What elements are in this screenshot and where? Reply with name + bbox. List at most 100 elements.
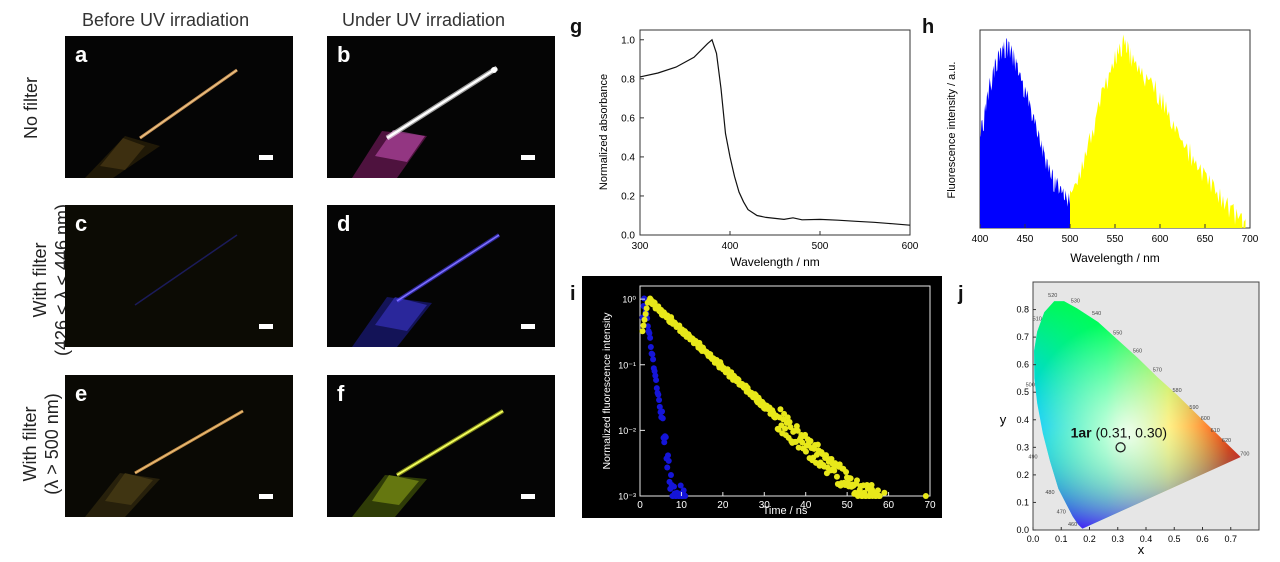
- spectrum-yellow: [1070, 34, 1246, 228]
- x-tick-label: 0.7: [1224, 534, 1237, 544]
- y-tick-label: 0.8: [1016, 305, 1029, 315]
- scale-bar: [521, 324, 535, 329]
- column-title-under: Under UV irradiation: [342, 10, 506, 30]
- decay-point-yellow: [802, 431, 809, 438]
- x-tick-label: 0.5: [1168, 534, 1181, 544]
- decay-point-blue: [653, 377, 660, 384]
- scale-bar: [521, 494, 535, 499]
- x-tick-label: 600: [902, 241, 919, 252]
- x-tick-label: 0.4: [1140, 534, 1153, 544]
- decay-point-yellow: [784, 414, 791, 421]
- x-tick-label: 550: [1107, 234, 1124, 245]
- decay-point-blue: [656, 403, 663, 410]
- decay-point-blue: [662, 434, 669, 441]
- y-axis-label: y: [1000, 412, 1007, 427]
- panel-letter-g: g: [570, 16, 583, 38]
- y-tick-label: 0.0: [621, 231, 635, 242]
- x-tick-label: 0.2: [1083, 534, 1096, 544]
- photo-e: e: [65, 375, 293, 517]
- x-tick-label: 0.6: [1196, 534, 1209, 544]
- y-axis-label: Fluorescence intensity / a.u.: [946, 62, 958, 199]
- wavelength-label: 470: [1057, 509, 1066, 515]
- chart-h: 400 450 500 550 600 650 700 Wavelength / nm Fl…: [946, 29, 1259, 265]
- scale-bar: [259, 155, 273, 160]
- absorbance-line: [639, 38, 911, 226]
- chart-i: 0 10 20 30 40 50 60 70 10⁻³ 10⁻² 10⁻¹ 10⁰ Time / ns…: [582, 276, 942, 518]
- y-tick-label: 0.4: [1016, 415, 1029, 425]
- x-tick-label: 50: [842, 500, 854, 511]
- decay-point-blue: [667, 472, 674, 479]
- x-axis-label: Wavelength / nm: [1070, 251, 1160, 265]
- decay-point-yellow: [786, 419, 793, 426]
- x-axis-label: x: [1138, 542, 1145, 556]
- decay-point-yellow: [833, 473, 840, 480]
- decay-point-yellow-tail: [922, 493, 929, 499]
- decay-point-blue: [680, 487, 687, 494]
- y-axis-label: Normalized absorbance: [598, 74, 610, 190]
- y-tick-label: 0.1: [1016, 497, 1029, 507]
- x-axis-label: Time / ns: [763, 505, 808, 517]
- x-tick-label: 30: [759, 500, 771, 511]
- cie-point: [1115, 442, 1126, 453]
- decay-point-blue: [651, 368, 658, 375]
- wavelength-label: 590: [1189, 405, 1198, 411]
- y-tick-label: 0.6: [1016, 360, 1029, 370]
- decay-point-yellow: [799, 439, 806, 446]
- x-tick-label: 40: [800, 500, 812, 511]
- row-label-no-filter: No filter: [21, 77, 41, 140]
- decay-point-blue: [665, 452, 672, 459]
- x-tick-label: 650: [1197, 234, 1214, 245]
- panel-label-c: c: [75, 211, 88, 236]
- scale-bar: [521, 155, 535, 160]
- decay-point-yellow: [847, 475, 854, 482]
- decay-point-blue: [661, 439, 668, 446]
- decay-point-yellow: [787, 424, 794, 431]
- decay-point-yellow: [828, 455, 835, 462]
- decay-point-yellow: [876, 493, 883, 499]
- panel-label-b: b: [337, 42, 351, 67]
- decay-point-blue: [656, 397, 663, 404]
- decay-point-yellow: [794, 427, 801, 434]
- y-tick-label: 0.0: [1016, 525, 1029, 535]
- panel-label-a: a: [75, 42, 88, 67]
- wavelength-label: 620: [1222, 438, 1231, 444]
- decay-point-blue: [641, 295, 648, 302]
- column-title-before: Before UV irradiation: [82, 10, 250, 30]
- panel-label-d: d: [337, 211, 351, 236]
- wavelength-label: 480: [1045, 490, 1054, 496]
- decay-point-yellow: [823, 452, 830, 459]
- y-tick-label: 1.0: [621, 35, 635, 46]
- photo-a: a: [65, 36, 293, 178]
- y-tick-label: 10⁻¹: [618, 360, 636, 370]
- decay-point-yellow: [782, 425, 788, 432]
- decay-point-blue: [682, 493, 689, 499]
- decay-point-yellow: [793, 423, 800, 430]
- y-tick-label: 0.3: [1016, 442, 1029, 452]
- panel-letter-j: j: [958, 283, 964, 305]
- decay-point-yellow: [807, 438, 814, 445]
- decay-point-yellow: [874, 487, 881, 494]
- x-tick-label: 10: [676, 500, 688, 511]
- x-tick-label: 500: [1062, 234, 1079, 245]
- decay-point-yellow: [641, 316, 648, 323]
- panel-letter-i: i: [570, 283, 576, 305]
- decay-point-blue: [655, 391, 662, 398]
- y-tick-label: 0.8: [621, 74, 635, 85]
- decay-point-blue: [647, 334, 654, 341]
- x-tick-label: 0: [637, 500, 643, 511]
- wavelength-label: 530: [1071, 299, 1080, 305]
- decay-point-blue: [665, 457, 672, 464]
- decay-point-yellow: [868, 482, 875, 489]
- decay-point-yellow: [640, 322, 647, 329]
- panel-label-e: e: [75, 381, 88, 406]
- x-tick-label: 60: [883, 500, 895, 511]
- y-tick-label: 0.7: [1016, 332, 1029, 342]
- cie-white-center: [1034, 301, 1241, 529]
- scale-bar: [259, 494, 273, 499]
- decay-point-blue: [646, 330, 653, 337]
- decay-point-yellow-tail: [881, 489, 888, 496]
- plot-frame: [639, 285, 931, 497]
- decay-point-yellow: [639, 328, 646, 335]
- panel-letter-h: h: [922, 16, 935, 38]
- decay-point-blue: [650, 356, 657, 363]
